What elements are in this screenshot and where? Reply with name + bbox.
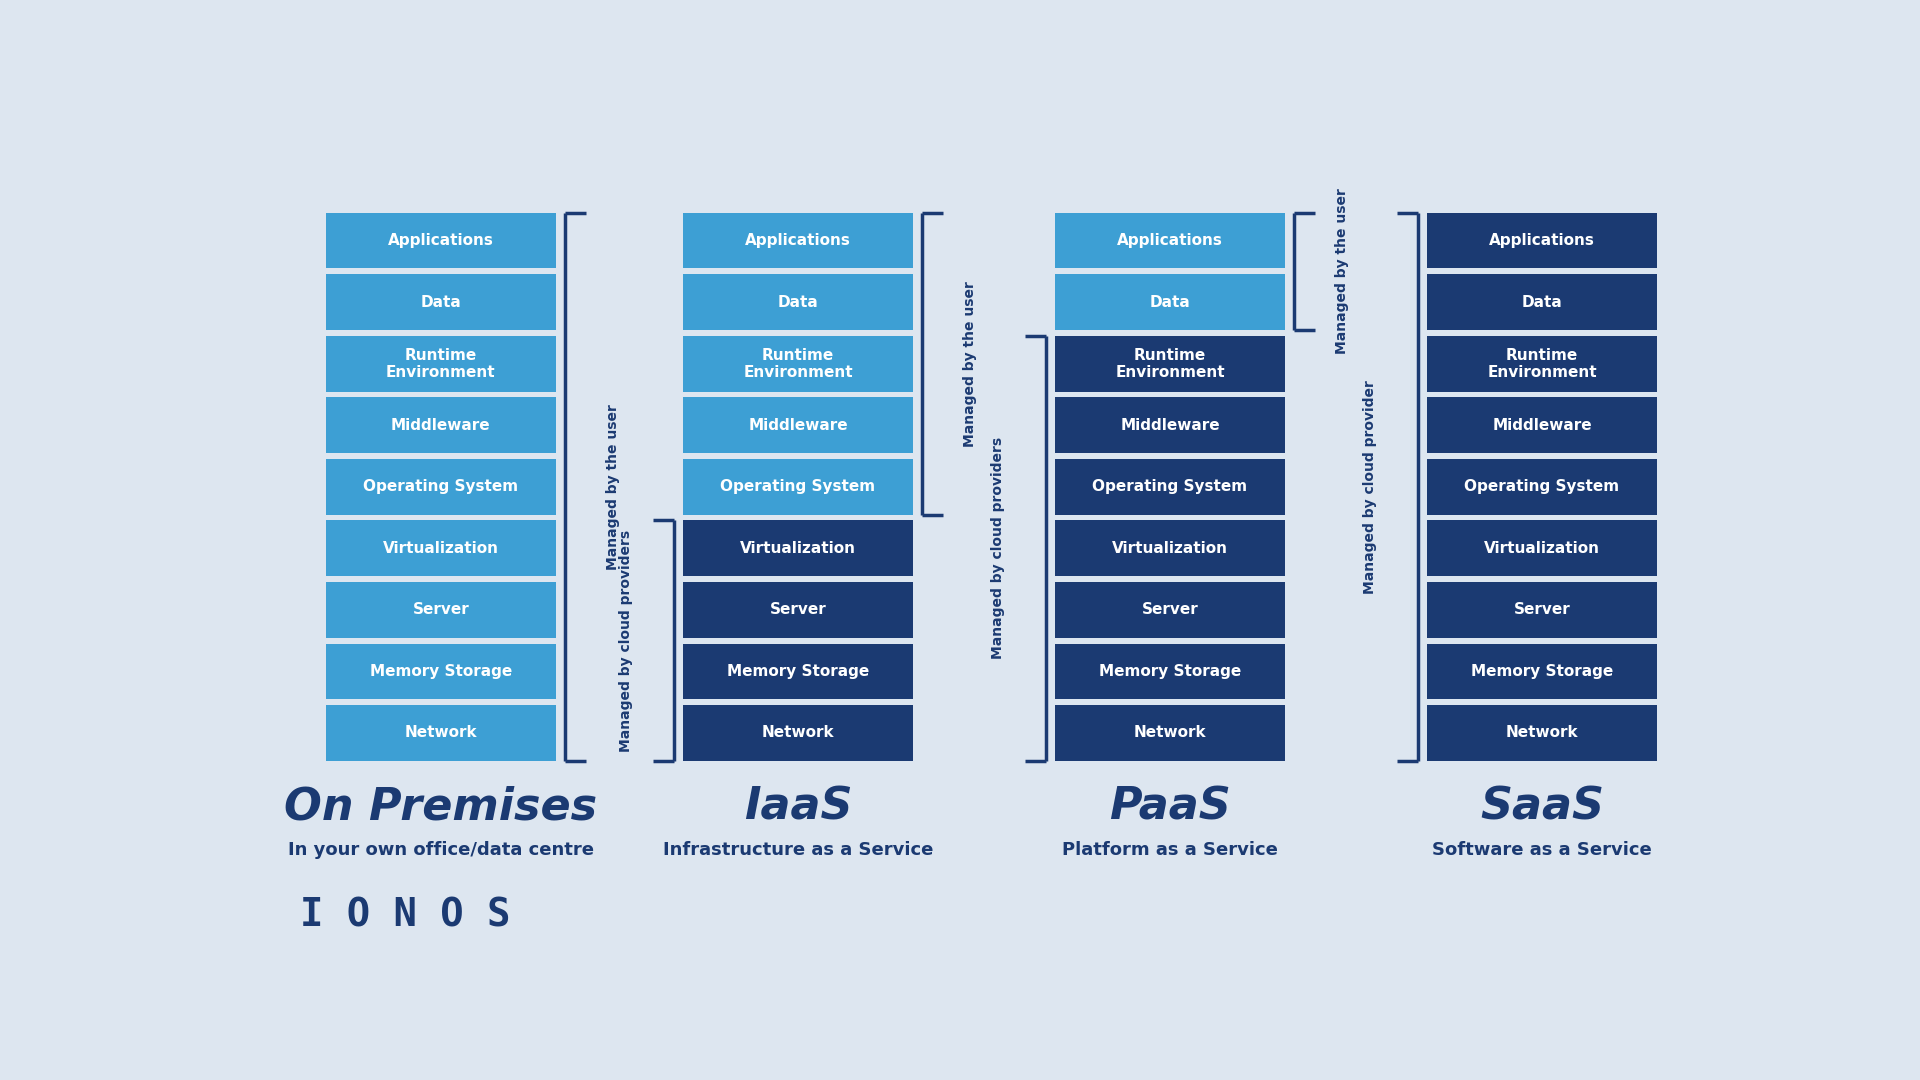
FancyBboxPatch shape bbox=[684, 213, 914, 269]
Text: Network: Network bbox=[1133, 726, 1206, 741]
FancyBboxPatch shape bbox=[326, 397, 557, 454]
Text: IaaS: IaaS bbox=[743, 785, 852, 828]
Text: Managed by cloud providers: Managed by cloud providers bbox=[618, 529, 634, 752]
Text: Middleware: Middleware bbox=[1119, 418, 1219, 433]
FancyBboxPatch shape bbox=[684, 459, 914, 515]
FancyBboxPatch shape bbox=[1427, 397, 1657, 454]
Text: Server: Server bbox=[413, 603, 468, 618]
Text: Server: Server bbox=[1513, 603, 1571, 618]
Text: Memory Storage: Memory Storage bbox=[1471, 664, 1613, 679]
Text: I O N O S: I O N O S bbox=[300, 896, 511, 934]
Text: Runtime
Environment: Runtime Environment bbox=[386, 348, 495, 379]
Text: Memory Storage: Memory Storage bbox=[371, 664, 513, 679]
FancyBboxPatch shape bbox=[326, 336, 557, 392]
Text: Middleware: Middleware bbox=[1492, 418, 1592, 433]
Text: Data: Data bbox=[1523, 295, 1563, 310]
Text: On Premises: On Premises bbox=[284, 785, 597, 828]
Text: Server: Server bbox=[770, 603, 826, 618]
Text: Applications: Applications bbox=[745, 233, 851, 248]
Text: Memory Storage: Memory Storage bbox=[728, 664, 870, 679]
Text: Managed by the user: Managed by the user bbox=[605, 404, 620, 570]
Text: Virtualization: Virtualization bbox=[1484, 541, 1599, 556]
Text: Network: Network bbox=[762, 726, 835, 741]
Text: Runtime
Environment: Runtime Environment bbox=[1488, 348, 1597, 379]
FancyBboxPatch shape bbox=[326, 213, 557, 269]
Text: Managed by cloud providers: Managed by cloud providers bbox=[991, 437, 1006, 660]
Text: Data: Data bbox=[1150, 295, 1190, 310]
FancyBboxPatch shape bbox=[326, 644, 557, 699]
FancyBboxPatch shape bbox=[1054, 274, 1284, 330]
FancyBboxPatch shape bbox=[684, 582, 914, 637]
FancyBboxPatch shape bbox=[1427, 274, 1657, 330]
FancyBboxPatch shape bbox=[684, 274, 914, 330]
FancyBboxPatch shape bbox=[684, 521, 914, 576]
FancyBboxPatch shape bbox=[1427, 459, 1657, 515]
FancyBboxPatch shape bbox=[1054, 582, 1284, 637]
Text: Platform as a Service: Platform as a Service bbox=[1062, 840, 1279, 859]
Text: Data: Data bbox=[420, 295, 461, 310]
Text: Software as a Service: Software as a Service bbox=[1432, 840, 1651, 859]
FancyBboxPatch shape bbox=[326, 459, 557, 515]
Text: Virtualization: Virtualization bbox=[382, 541, 499, 556]
Text: Virtualization: Virtualization bbox=[1112, 541, 1229, 556]
FancyBboxPatch shape bbox=[1054, 397, 1284, 454]
FancyBboxPatch shape bbox=[326, 705, 557, 760]
Text: Managed by cloud provider: Managed by cloud provider bbox=[1363, 380, 1377, 594]
Text: Operating System: Operating System bbox=[1092, 480, 1248, 495]
Text: Applications: Applications bbox=[388, 233, 493, 248]
FancyBboxPatch shape bbox=[1054, 644, 1284, 699]
FancyBboxPatch shape bbox=[684, 336, 914, 392]
Text: Middleware: Middleware bbox=[749, 418, 849, 433]
FancyBboxPatch shape bbox=[1427, 705, 1657, 760]
Text: Operating System: Operating System bbox=[720, 480, 876, 495]
FancyBboxPatch shape bbox=[1054, 213, 1284, 269]
FancyBboxPatch shape bbox=[326, 274, 557, 330]
Text: Managed by the user: Managed by the user bbox=[1334, 188, 1350, 354]
Text: Network: Network bbox=[1505, 726, 1578, 741]
Text: Virtualization: Virtualization bbox=[739, 541, 856, 556]
Text: Managed by the user: Managed by the user bbox=[962, 281, 977, 447]
FancyBboxPatch shape bbox=[1427, 582, 1657, 637]
FancyBboxPatch shape bbox=[1054, 521, 1284, 576]
Text: Operating System: Operating System bbox=[363, 480, 518, 495]
Text: Infrastructure as a Service: Infrastructure as a Service bbox=[662, 840, 933, 859]
FancyBboxPatch shape bbox=[684, 644, 914, 699]
FancyBboxPatch shape bbox=[1427, 521, 1657, 576]
Text: Operating System: Operating System bbox=[1465, 480, 1620, 495]
Text: Memory Storage: Memory Storage bbox=[1098, 664, 1240, 679]
Text: PaaS: PaaS bbox=[1110, 785, 1231, 828]
Text: In your own office/data centre: In your own office/data centre bbox=[288, 840, 593, 859]
Text: Middleware: Middleware bbox=[392, 418, 492, 433]
FancyBboxPatch shape bbox=[1427, 336, 1657, 392]
FancyBboxPatch shape bbox=[684, 705, 914, 760]
FancyBboxPatch shape bbox=[326, 582, 557, 637]
Text: Runtime
Environment: Runtime Environment bbox=[743, 348, 852, 379]
Text: Network: Network bbox=[405, 726, 478, 741]
FancyBboxPatch shape bbox=[1054, 336, 1284, 392]
Text: Runtime
Environment: Runtime Environment bbox=[1116, 348, 1225, 379]
FancyBboxPatch shape bbox=[1054, 705, 1284, 760]
Text: SaaS: SaaS bbox=[1480, 785, 1603, 828]
Text: Server: Server bbox=[1142, 603, 1198, 618]
Text: Data: Data bbox=[778, 295, 818, 310]
Text: Applications: Applications bbox=[1490, 233, 1596, 248]
FancyBboxPatch shape bbox=[1427, 644, 1657, 699]
FancyBboxPatch shape bbox=[1427, 213, 1657, 269]
FancyBboxPatch shape bbox=[326, 521, 557, 576]
FancyBboxPatch shape bbox=[1054, 459, 1284, 515]
Text: Applications: Applications bbox=[1117, 233, 1223, 248]
FancyBboxPatch shape bbox=[684, 397, 914, 454]
